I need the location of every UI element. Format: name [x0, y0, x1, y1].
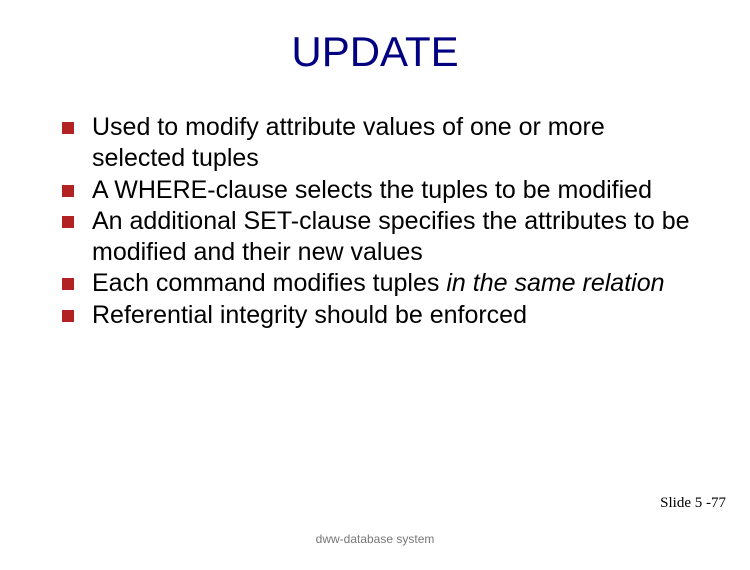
slide: UPDATE Used to modify attribute values o…	[0, 0, 750, 570]
bullet-icon	[62, 310, 74, 322]
slide-title: UPDATE	[50, 28, 700, 76]
bullet-icon	[62, 185, 74, 197]
list-item: Each command modifies tuples in the same…	[92, 268, 700, 299]
bullet-text-pre: Each command modifies tuples	[92, 269, 446, 297]
bullet-icon	[62, 216, 74, 228]
bullet-list: Used to modify attribute values of one o…	[50, 112, 700, 331]
list-item: An additional SET-clause specifies the a…	[92, 206, 700, 269]
list-item: A WHERE-clause selects the tuples to be …	[92, 175, 700, 206]
bullet-text: Used to modify attribute values of one o…	[92, 113, 605, 172]
bullet-text-italic: in the same relation	[446, 269, 664, 297]
bullet-text: A WHERE-clause selects the tuples to be …	[92, 176, 652, 204]
bullet-text: Referential integrity should be enforced	[92, 301, 527, 329]
bullet-icon	[62, 278, 74, 290]
footer-text: dww-database system	[0, 532, 750, 546]
bullet-text: An additional SET-clause specifies the a…	[92, 207, 690, 266]
slide-number: Slide 5 -77	[660, 495, 726, 512]
list-item: Referential integrity should be enforced	[92, 300, 700, 331]
list-item: Used to modify attribute values of one o…	[92, 112, 700, 175]
bullet-icon	[62, 122, 74, 134]
